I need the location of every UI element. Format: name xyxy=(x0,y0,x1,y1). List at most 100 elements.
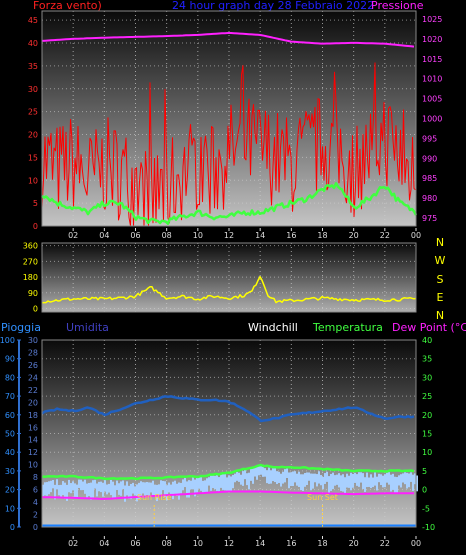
windchill-bar xyxy=(68,479,70,493)
umidita-label: Umidita xyxy=(66,321,109,334)
windchill-bar xyxy=(96,483,98,497)
windchill-bar xyxy=(276,471,278,485)
windchill-bar xyxy=(252,466,254,484)
windchill-bar xyxy=(150,482,152,493)
windchill-bar xyxy=(192,477,194,490)
windchill-bar xyxy=(216,475,218,492)
umidita-y-tick-label: 28 xyxy=(28,348,38,357)
windchill-bar xyxy=(356,474,358,486)
windchill-bar xyxy=(412,474,414,491)
windchill-bar xyxy=(136,484,138,502)
windchill-bar xyxy=(364,477,366,492)
windchill-bar xyxy=(336,474,338,485)
windchill-bar xyxy=(54,484,56,500)
windchill-bar xyxy=(346,473,348,488)
windchill-bar xyxy=(260,465,262,475)
windchill-bar xyxy=(366,472,368,488)
windchill-bar xyxy=(340,475,342,491)
temperature-y-tick-label: -10 xyxy=(422,523,435,532)
direction-y-tick-label: 360 xyxy=(23,242,38,251)
windchill-bar xyxy=(368,477,370,487)
windchill-bar xyxy=(290,472,292,486)
windchill-bar xyxy=(130,483,132,500)
windchill-bar xyxy=(264,468,266,477)
windchill-bar xyxy=(324,473,326,484)
windchill-bar xyxy=(250,467,252,481)
x-tick-label: 18 xyxy=(317,539,327,548)
windchill-bar xyxy=(66,484,68,501)
windchill-bar xyxy=(222,474,224,490)
wind-y-tick-label: 40 xyxy=(28,39,38,48)
windchill-bar xyxy=(62,481,64,496)
windchill-bar xyxy=(298,471,300,487)
windchill-bar xyxy=(140,481,142,498)
windchill-bar xyxy=(238,472,240,482)
windchill-bar xyxy=(328,476,330,493)
windchill-bar xyxy=(338,473,340,488)
compass-letter-e: E xyxy=(437,291,444,304)
windchill-bar xyxy=(146,482,148,495)
compass-letter-n: N xyxy=(436,309,444,322)
humidity-line xyxy=(41,395,415,423)
windchill-bar xyxy=(244,469,246,480)
pioggia-y-tick-label: 100 xyxy=(0,336,15,345)
temperature-y-tick-label: 10 xyxy=(422,448,432,457)
windchill-bar xyxy=(112,481,114,498)
pioggia-y-tick-label: 40 xyxy=(5,448,15,457)
windchill-bar xyxy=(326,471,328,482)
windchill-bar xyxy=(350,472,352,491)
windchill-bar xyxy=(206,478,208,494)
pressure-y-tick-label: 1015 xyxy=(422,55,442,64)
windchill-bar xyxy=(292,471,294,487)
windchill-bar xyxy=(258,464,260,476)
windchill-bar xyxy=(80,479,82,491)
umidita-y-tick-label: 18 xyxy=(28,411,38,420)
windchill-bar xyxy=(138,482,140,499)
windchill-bar xyxy=(362,473,364,490)
windchill-bar xyxy=(180,482,182,494)
x-tick-label: 12 xyxy=(224,231,234,240)
windchill-bar xyxy=(94,479,96,489)
umidita-y-tick-label: 10 xyxy=(28,461,38,470)
windchill-bar xyxy=(352,473,354,488)
windchill-bar xyxy=(330,473,332,491)
compass-letter-n: N xyxy=(436,236,444,249)
x-tick-label: 10 xyxy=(193,539,203,548)
windchill-bar xyxy=(416,475,418,492)
windchill-bar xyxy=(144,482,146,498)
windchill-bar xyxy=(376,476,378,491)
windchill-bar xyxy=(160,480,162,496)
windchill-bar xyxy=(242,471,244,486)
wind-y-tick-label: 15 xyxy=(28,153,38,162)
pressure-y-tick-label: 1000 xyxy=(422,115,442,124)
windchill-bar xyxy=(392,473,394,490)
windchill-bar xyxy=(268,467,270,484)
pioggia-label: Pioggia xyxy=(1,321,41,334)
temperature-y-tick-label: 0 xyxy=(422,486,427,495)
windchill-bar xyxy=(360,472,362,483)
windchill-bar xyxy=(226,477,228,491)
pioggia-y-tick-label: 0 xyxy=(10,523,15,532)
windchill-bar xyxy=(306,472,308,486)
direction-y-tick-label: 180 xyxy=(23,273,38,282)
windchill-bar xyxy=(322,476,324,490)
windchill-bar xyxy=(48,481,50,495)
x-tick-label: 06 xyxy=(130,231,140,240)
temperature-y-tick-label: 20 xyxy=(422,411,432,420)
windchill-bar xyxy=(296,473,298,486)
windchill-bar xyxy=(316,474,318,487)
windchill-bar xyxy=(188,480,190,498)
pressure-y-tick-label: 1020 xyxy=(422,35,442,44)
x-tick-label: 14 xyxy=(255,539,265,548)
windchill-bar xyxy=(212,475,214,489)
temperature-y-tick-label: 40 xyxy=(422,336,432,345)
pressure-y-tick-label: 980 xyxy=(422,194,437,203)
pioggia-y-tick-label: 80 xyxy=(5,373,15,382)
windchill-bar xyxy=(282,471,284,484)
windchill-bar xyxy=(256,466,258,480)
windchill-bar xyxy=(334,475,336,486)
windchill-bar xyxy=(232,475,234,489)
windchill-bar xyxy=(410,472,412,482)
windchill-bar xyxy=(208,477,210,486)
windchill-bar xyxy=(172,481,174,500)
